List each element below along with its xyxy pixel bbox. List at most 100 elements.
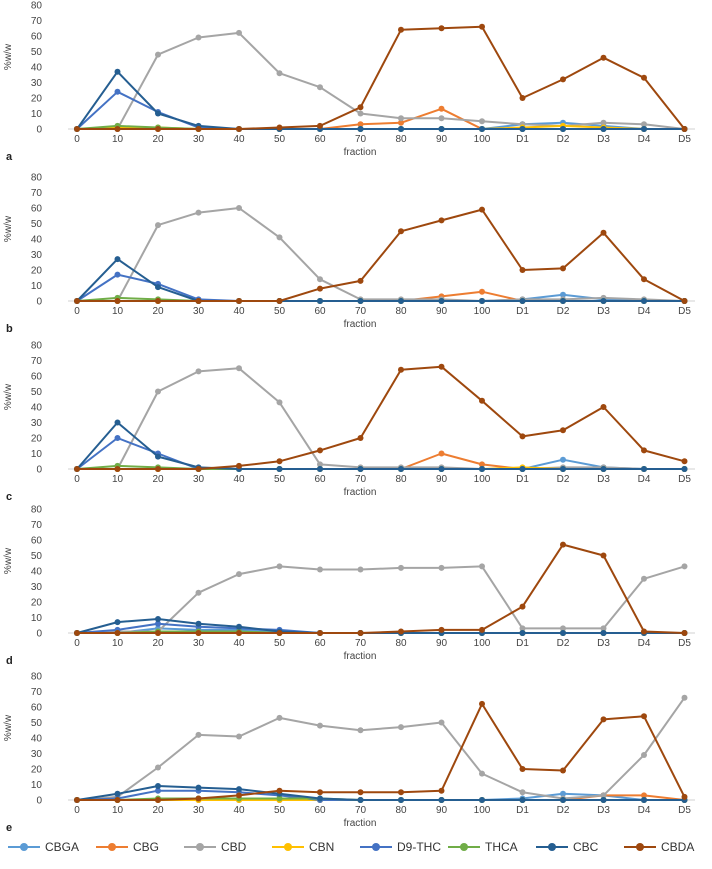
y-tick-label: 30 [31,582,43,593]
data-point [195,630,202,636]
x-tick-label: 0 [74,306,80,317]
x-tick-label: D4 [638,134,651,145]
data-point [155,787,161,794]
series-cbda [74,541,688,636]
data-point [155,466,161,472]
legend-item-cbc: CBC [536,840,599,854]
data-point [398,119,404,126]
x-tick-label: 80 [395,474,407,485]
x-tick-label: 70 [355,805,367,816]
series-cbc [74,419,688,472]
data-point [519,789,526,796]
series-line [76,785,685,801]
data-point [681,126,688,132]
data-point [641,575,647,582]
data-point [519,766,526,772]
data-point [236,126,242,132]
x-tick-label: 80 [395,638,407,649]
data-point [600,797,607,803]
x-tick-label: 40 [233,134,245,145]
data-point [357,110,364,117]
data-point [398,115,404,122]
y-tick-label: 80 [31,341,43,352]
data-point [560,630,566,636]
x-tick-label: 100 [474,638,491,649]
data-point [398,126,404,132]
data-point [236,623,242,630]
data-point [236,29,242,36]
y-tick-label: 0 [36,125,42,136]
data-point [641,466,647,472]
data-point [357,298,364,304]
x-tick-label: 20 [152,474,164,485]
y-tick-label: 30 [31,78,43,89]
x-tick-label: 90 [436,805,448,816]
data-point [357,789,364,796]
data-point [600,298,607,304]
data-point [681,298,688,304]
y-axis-title: %w/w [3,547,14,574]
data-point [519,267,526,273]
data-point [357,566,364,573]
x-tick-label: 70 [355,134,367,145]
x-tick-label: D5 [678,805,691,816]
data-point [276,787,283,794]
data-point [560,265,566,272]
data-point [681,694,688,701]
x-tick-label: D1 [516,474,529,485]
x-tick-label: D3 [597,805,610,816]
data-point [560,298,566,304]
x-tick-label: 40 [233,474,245,485]
data-point [479,466,485,472]
data-point [681,466,688,472]
data-point [317,447,323,454]
data-point [155,388,161,395]
x-tick-label: D3 [597,134,610,145]
data-point [276,714,283,721]
series-cbda [74,206,688,304]
series-line [77,543,685,634]
data-point [317,466,323,472]
x-tick-label: D5 [678,134,691,145]
data-point [155,110,161,117]
data-point [317,122,323,129]
data-point [641,797,647,803]
data-point [398,366,404,373]
x-tick-label: D3 [597,474,610,485]
data-point [276,458,283,465]
y-tick-label: 50 [31,219,43,230]
data-point [479,118,485,125]
x-tick-label: 70 [355,474,367,485]
data-point [276,630,283,636]
series-cbda [74,700,688,803]
data-point [600,229,607,236]
x-tick-label: D1 [516,805,529,816]
data-point [641,121,647,128]
data-point [357,121,364,128]
legend-label: CBN [309,840,334,854]
data-point [438,298,445,304]
y-tick-label: 60 [31,32,43,43]
data-point [317,722,323,729]
legend-item-thca: THCA [448,840,518,854]
x-tick-label: 30 [193,474,205,485]
x-tick-label: 10 [112,134,124,145]
data-point [560,625,566,632]
data-point [398,228,404,235]
data-point [398,628,404,635]
y-tick-label: 60 [31,703,43,714]
data-point [438,450,445,457]
legend: CBGA CBG CBD CBN D9-THC THCA CBC CBDA [8,840,694,854]
data-point [195,298,202,304]
data-point [600,625,607,632]
y-tick-label: 60 [31,536,43,547]
data-point [438,797,445,803]
data-point [357,104,364,111]
data-point [155,783,161,789]
data-point [155,51,161,58]
y-tick-label: 20 [31,598,43,609]
x-tick-label: 40 [233,805,245,816]
panel-a: 0 10 20 30 40 50 60 70 80 %w/w 0 10 20 30 40 50 60 70 80 90… [3,1,695,163]
x-tick-label: 90 [436,474,448,485]
data-point [74,630,80,636]
